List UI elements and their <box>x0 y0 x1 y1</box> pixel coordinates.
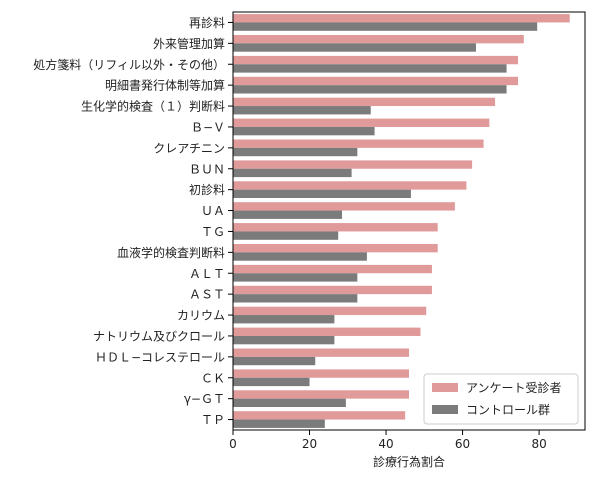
bar-control <box>233 22 538 31</box>
bar-control <box>233 398 346 408</box>
x-tick-label: 40 <box>378 437 393 451</box>
bar-control <box>233 377 310 387</box>
y-tick-label: 外来管理加算 <box>153 36 225 51</box>
bar-survey <box>233 14 570 23</box>
bar-survey <box>233 55 519 65</box>
y-tick-label: 初診料 <box>189 182 225 197</box>
x-tick-label: 0 <box>229 437 237 451</box>
bar-control <box>233 43 476 52</box>
x-tick-label: 20 <box>302 437 317 451</box>
y-tick-label: 再診料 <box>189 15 225 30</box>
bars-layer <box>233 14 570 428</box>
y-tick-label: クレアチニン <box>153 141 225 155</box>
y-tick-label: 処方箋料（リフィル以外・その他） <box>33 57 225 72</box>
bar-survey <box>233 160 473 169</box>
bar-control <box>233 315 335 324</box>
x-ticks: 0 20 40 60 80 <box>229 430 547 451</box>
y-tick-label: ナトリウム及びクロール <box>93 329 225 343</box>
y-tick-label: ＣＫ <box>201 371 225 385</box>
legend: アンケート受診者 コントロール群 <box>423 373 579 425</box>
bar-survey <box>233 223 438 232</box>
bar-control <box>233 231 339 240</box>
x-tick-label: 80 <box>531 437 546 451</box>
bar-survey <box>233 202 455 211</box>
bar-survey <box>233 285 432 295</box>
bar-survey <box>233 97 496 107</box>
bar-survey <box>233 243 438 253</box>
y-tick-label: ＵＡ <box>201 204 225 218</box>
bar-control <box>233 335 335 345</box>
bar-survey <box>233 118 490 127</box>
y-tick-label: ＡＬＴ <box>189 267 225 281</box>
bar-survey <box>233 181 467 190</box>
bar-control <box>233 273 358 282</box>
bar-control <box>233 85 507 94</box>
y-tick-label: 生化学的検査（１）判断料 <box>81 99 225 114</box>
bar-survey <box>233 390 409 399</box>
bar-control <box>233 294 358 303</box>
legend-box <box>423 373 579 425</box>
bar-survey <box>233 139 484 148</box>
y-tick-label: カリウム <box>177 309 225 323</box>
y-tick-label: ＴＰ <box>201 413 225 427</box>
bar-survey <box>233 327 421 336</box>
bar-control <box>233 210 343 219</box>
bar-survey <box>233 76 519 86</box>
y-tick-label: ＡＳＴ <box>189 288 225 302</box>
bar-control <box>233 168 352 178</box>
bar-survey <box>233 264 432 274</box>
bar-control <box>233 106 371 115</box>
y-tick-label: ＨＤＬ−コレステロール <box>95 350 225 364</box>
bar-control <box>233 419 325 428</box>
y-tick-label: 血液学的検査判断料 <box>117 245 225 260</box>
bar-control <box>233 189 411 199</box>
bar-survey <box>233 34 524 44</box>
legend-swatch-survey <box>432 383 458 392</box>
legend-swatch-control <box>432 405 458 414</box>
bar-control <box>233 64 507 73</box>
legend-label-survey: アンケート受診者 <box>466 380 562 395</box>
legend-label-control: コントロール群 <box>466 403 550 417</box>
x-tick-label: 60 <box>455 437 470 451</box>
y-tick-label: γ−ＧＴ <box>184 392 225 406</box>
bar-control <box>233 252 367 261</box>
y-tick-label: ＢＵＮ <box>189 162 225 176</box>
bar-survey <box>233 306 427 316</box>
bar-control <box>233 126 375 136</box>
x-axis-label: 診療行為割合 <box>373 454 445 469</box>
bar-survey <box>233 411 406 420</box>
bar-control <box>233 147 358 157</box>
bar-survey <box>233 348 409 357</box>
y-tick-label: ＴＧ <box>201 225 225 239</box>
axes-frame <box>232 11 586 431</box>
bar-control <box>233 356 316 366</box>
bar-survey <box>233 369 409 378</box>
y-tick-label: Ｂ−Ｖ <box>191 120 225 134</box>
y-tick-label: 明細書発行体制等加算 <box>105 78 225 93</box>
